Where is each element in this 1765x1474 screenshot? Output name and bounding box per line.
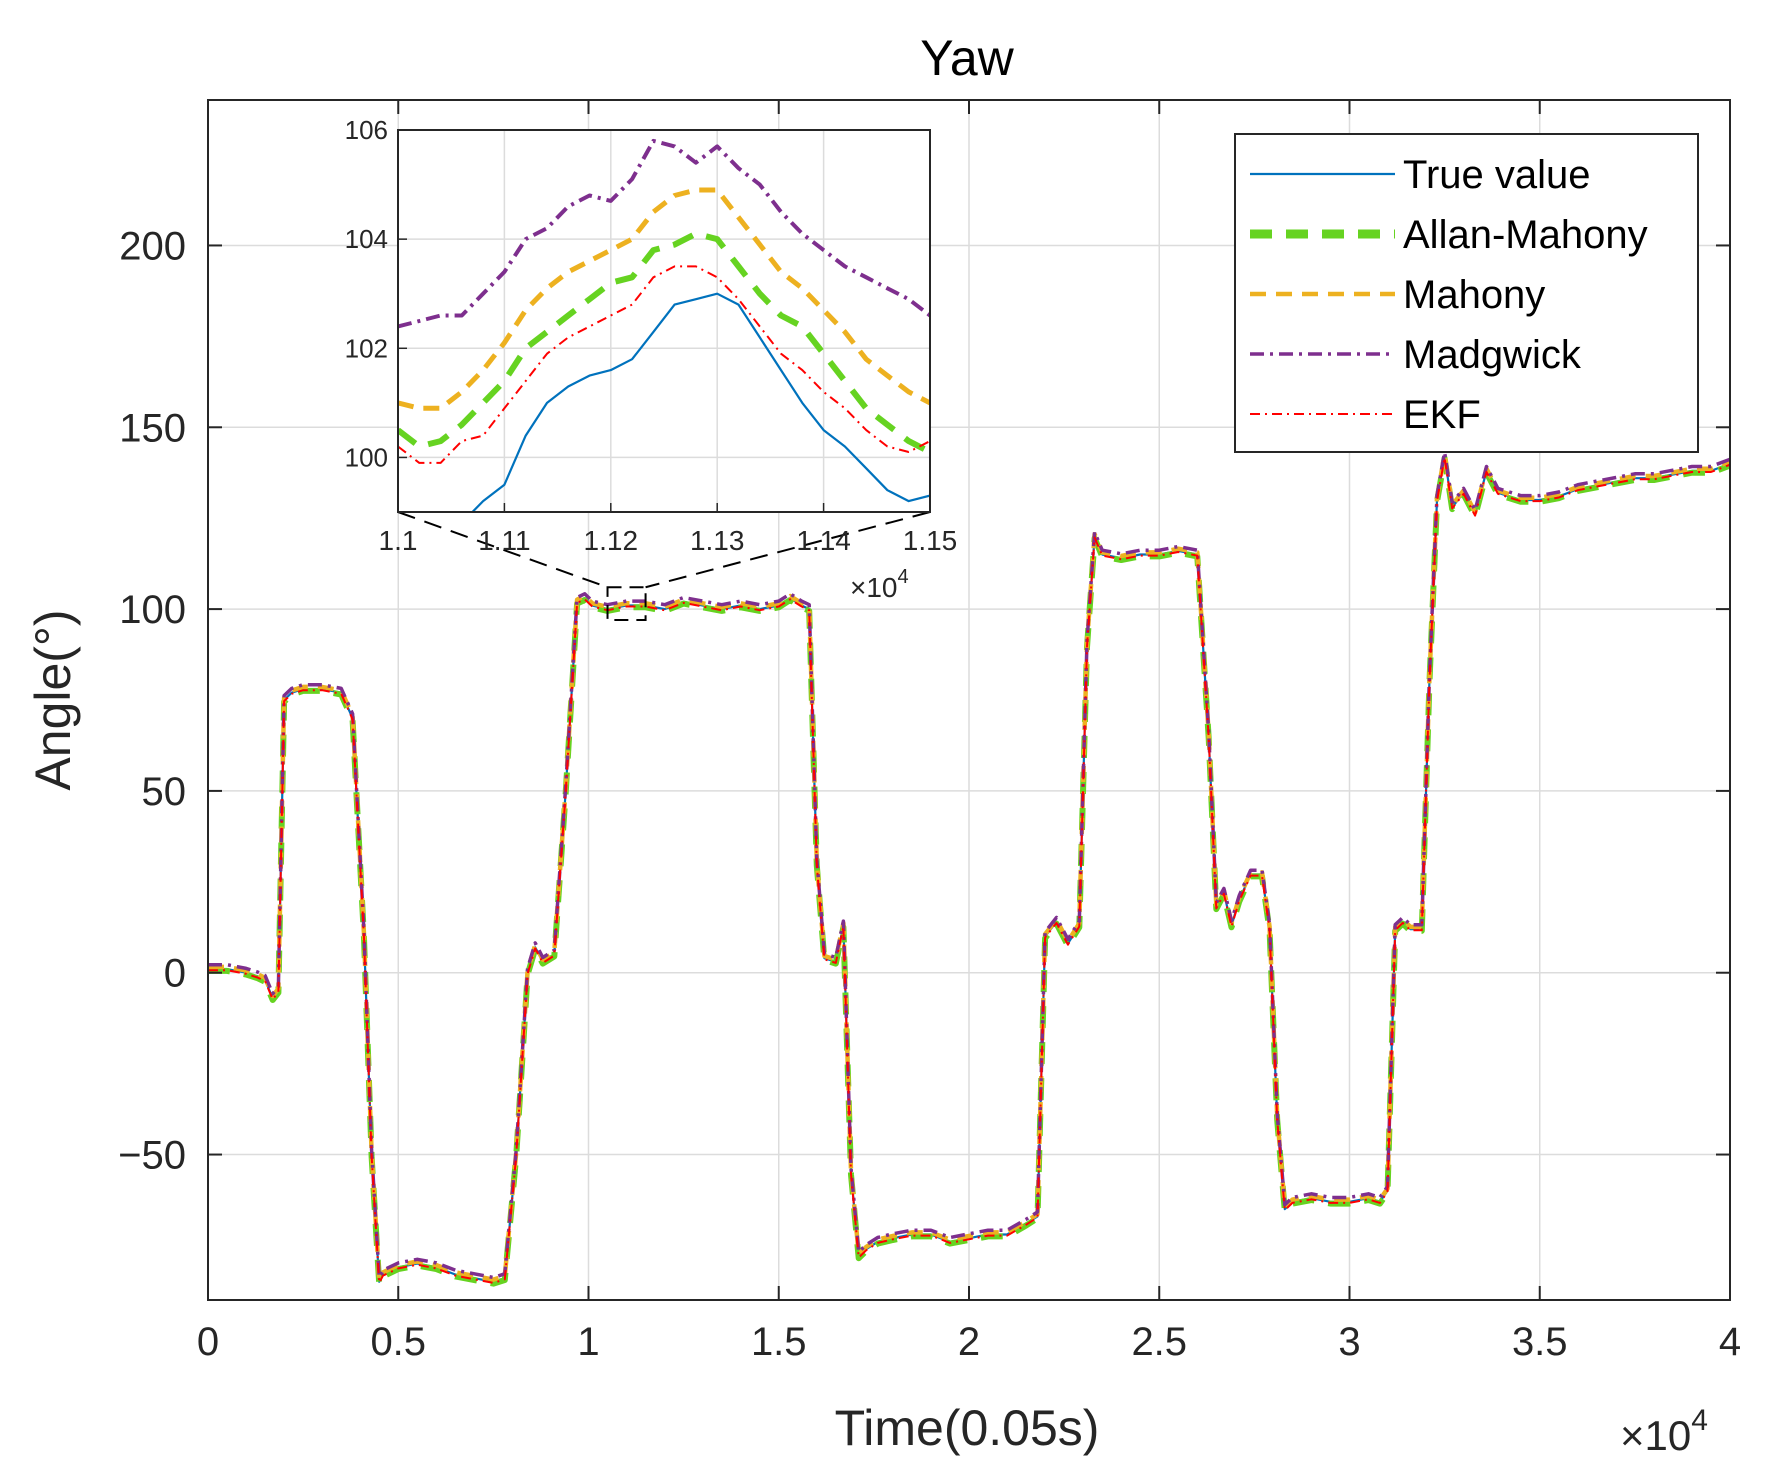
y-tick-label: 0	[164, 952, 186, 996]
x-tick-label: 2.5	[1131, 1320, 1187, 1364]
inset-grid	[398, 129, 930, 512]
inset-y-tick-label: 102	[345, 333, 388, 363]
x-tick-label: 0	[197, 1320, 219, 1364]
inset-ticks: 1.1 1.11 1.12 1.13 1.14 1.15 100 102 104 106	[345, 115, 958, 556]
inset-y-tick-label: 104	[345, 224, 388, 254]
inset-x-tick-label: 1.13	[690, 525, 745, 556]
zoom-connector-left	[397, 511, 608, 589]
inset-background	[398, 130, 930, 512]
inset-x-exponent-power: 4	[898, 566, 909, 588]
y-tick-label: −50	[118, 1134, 186, 1178]
zoom-connectors	[397, 511, 931, 621]
inset-y-tick-label: 100	[345, 442, 388, 472]
inset-chart: 1.1 1.11 1.12 1.13 1.14 1.15 100 102 104 106 ×104	[345, 115, 958, 603]
series-line-mahony	[208, 451, 1730, 1282]
inset-series-line-true-value	[470, 292, 930, 512]
x-tick-label: 3	[1338, 1320, 1360, 1364]
legend-label: Allan-Mahony	[1403, 213, 1648, 257]
legend-label: True value	[1403, 153, 1591, 197]
inset-plot-frame	[397, 129, 931, 513]
main-series	[208, 450, 1730, 1287]
inset-series	[398, 138, 930, 512]
x-tick-label: 0.5	[370, 1320, 426, 1364]
legend: True value Allan-Mahony Mahony Madgwick EKF	[1234, 133, 1699, 453]
inset-series-line-madgwick	[398, 138, 930, 329]
series-line-ekf	[208, 456, 1730, 1284]
main-ticks: 0 0.5 1 1.5 2 2.5 3 3.5 4 −50 0 50 100 150 200	[118, 100, 1741, 1364]
series-line-madgwick	[208, 450, 1730, 1280]
legend-label: EKF	[1403, 393, 1481, 437]
x-exponent-power: 4	[1691, 1404, 1708, 1437]
x-tick-label: 2	[958, 1320, 980, 1364]
x-axis-label: Time(0.05s)	[835, 1400, 1100, 1456]
legend-label: Madgwick	[1403, 333, 1582, 377]
x-tick-label: 4	[1719, 1320, 1741, 1364]
inset-y-tick-label: 106	[345, 115, 388, 145]
inset-x-tick-label: 1.15	[903, 525, 958, 556]
zoom-connector-right	[645, 511, 931, 589]
y-tick-label: 50	[142, 770, 187, 814]
x-exponent-base: ×10	[1620, 1412, 1691, 1459]
y-tick-label: 200	[119, 224, 186, 268]
x-axis-exponent: ×104	[1620, 1404, 1708, 1459]
x-tick-label: 1	[577, 1320, 599, 1364]
legend-label: Mahony	[1403, 273, 1545, 317]
x-tick-label: 3.5	[1512, 1320, 1568, 1364]
inset-x-tick-label: 1.1	[379, 525, 418, 556]
inset-x-tick-label: 1.11	[478, 525, 530, 556]
x-tick-label: 1.5	[751, 1320, 807, 1364]
inset-x-exponent-base: ×10	[850, 572, 898, 603]
y-tick-label: 100	[119, 588, 186, 632]
chart-title: Yaw	[920, 30, 1014, 86]
inset-x-tick-label: 1.14	[796, 525, 851, 556]
y-axis-label: Angle(°)	[25, 609, 81, 790]
y-tick-label: 150	[119, 406, 186, 450]
inset-series-line-allan-mahony	[398, 230, 930, 455]
inset-series-line-mahony	[398, 187, 930, 411]
inset-x-exponent: ×104	[850, 566, 909, 603]
inset-x-tick-label: 1.12	[584, 525, 639, 556]
zoom-box	[606, 586, 647, 621]
